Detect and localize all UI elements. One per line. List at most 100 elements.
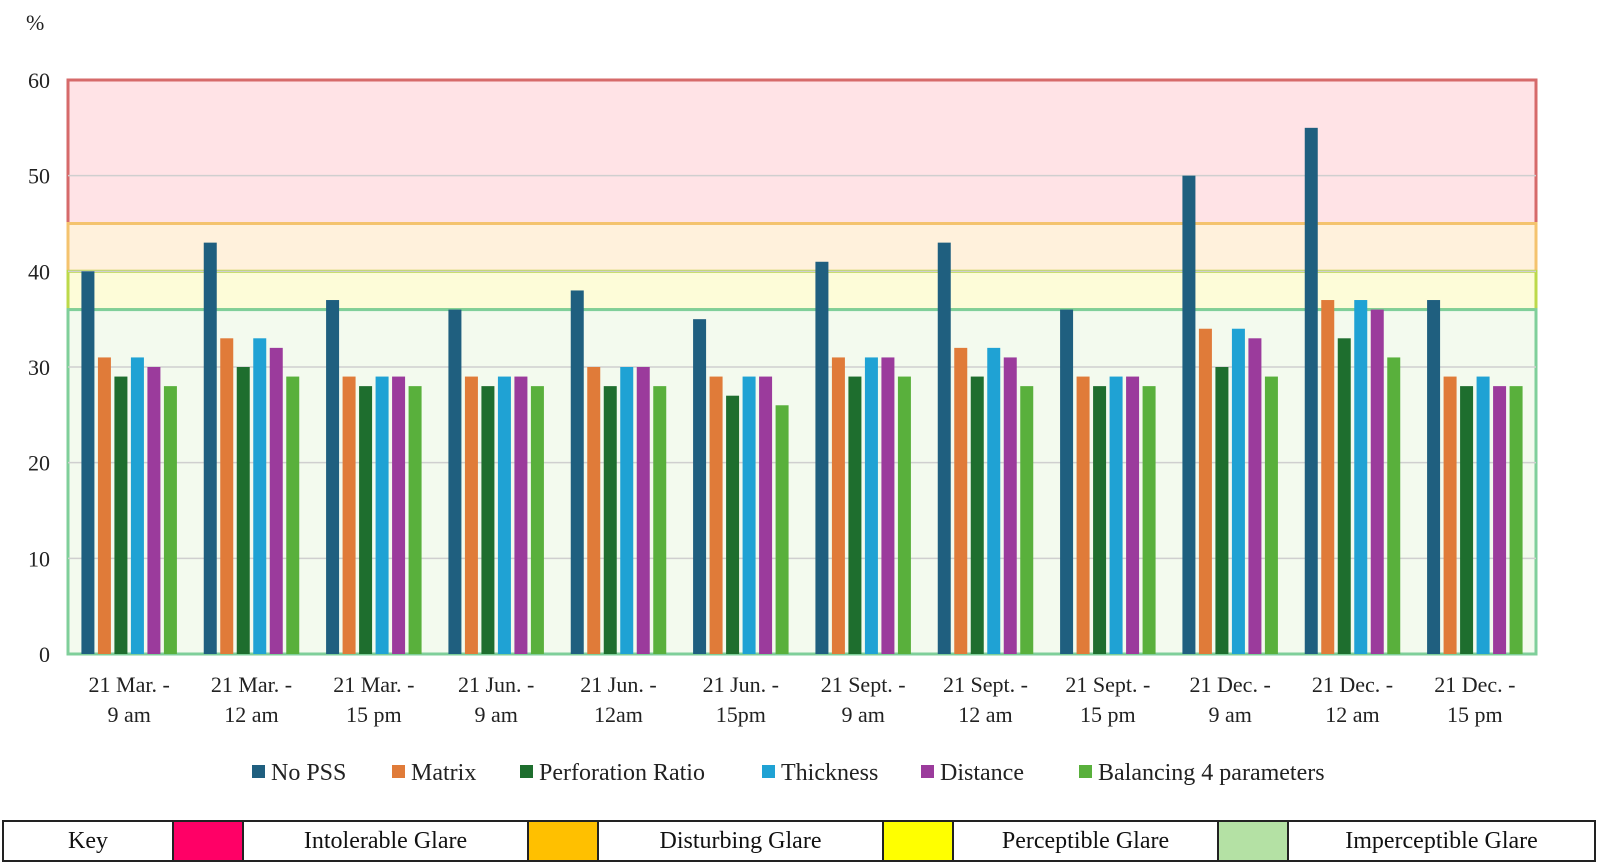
bars xyxy=(81,127,1523,655)
bar-series-5-cat-8 xyxy=(1142,386,1156,654)
bar-series-1-cat-3 xyxy=(464,376,478,654)
legend-swatch xyxy=(762,765,775,778)
y-tick-label: 20 xyxy=(28,451,50,476)
bar-series-3-cat-7 xyxy=(987,347,1001,654)
bar-series-2-cat-6 xyxy=(848,376,862,654)
bar-series-1-cat-7 xyxy=(954,347,968,654)
legend-swatch xyxy=(1079,765,1092,778)
gridlines xyxy=(68,174,1536,560)
bar-series-0-cat-4 xyxy=(570,290,584,654)
bar-series-5-cat-0 xyxy=(163,386,177,654)
x-category-label: 21 Dec. -9 am xyxy=(1190,672,1271,727)
legend-label: Matrix xyxy=(411,760,476,786)
glare-bar-chart: % 0 10 20 30 40 50 60 21 Mar. -9 am 21 Mar. -12… xyxy=(26,10,1538,786)
bar-series-5-cat-4 xyxy=(653,386,667,654)
bar-series-3-cat-2 xyxy=(375,376,389,654)
y-axis-unit-label: % xyxy=(26,10,44,35)
bar-series-0-cat-10 xyxy=(1304,127,1318,655)
bar-series-1-cat-6 xyxy=(831,357,845,654)
bar-series-5-cat-10 xyxy=(1387,357,1401,654)
key-swatch-intolerable xyxy=(172,820,244,862)
key-row: Key Intolerable Glare Disturbing Glare P… xyxy=(2,820,1596,862)
key-swatch-perceptible xyxy=(882,820,954,862)
bar-series-1-cat-2 xyxy=(342,376,356,654)
key-text-perceptible: Perceptible Glare xyxy=(952,820,1219,862)
bar-series-5-cat-11 xyxy=(1509,386,1523,654)
bar-series-2-cat-11 xyxy=(1460,386,1474,654)
y-tick-label: 30 xyxy=(28,355,50,380)
x-category-label: 21 Dec. -15 pm xyxy=(1434,672,1515,727)
y-tick-label: 50 xyxy=(28,164,50,189)
bar-series-0-cat-8 xyxy=(1060,309,1074,654)
bar-series-1-cat-1 xyxy=(220,338,234,654)
x-category-label: 21 Mar. -15 pm xyxy=(333,672,414,727)
bar-series-4-cat-2 xyxy=(392,376,406,654)
bar-series-1-cat-5 xyxy=(709,376,723,654)
bar-series-0-cat-2 xyxy=(326,300,340,654)
bar-series-4-cat-0 xyxy=(147,367,161,654)
bar-series-1-cat-11 xyxy=(1443,376,1457,654)
bar-series-4-cat-6 xyxy=(881,357,895,654)
bar-series-0-cat-3 xyxy=(448,309,462,654)
legend-label: Distance xyxy=(940,760,1024,786)
bar-series-3-cat-6 xyxy=(864,357,878,654)
legend-swatch xyxy=(252,765,265,778)
bar-series-4-cat-5 xyxy=(759,376,773,654)
y-tick-label: 40 xyxy=(28,259,50,284)
x-category-label: 21 Mar. -12 am xyxy=(211,672,292,727)
bar-series-0-cat-7 xyxy=(937,242,951,654)
bar-series-2-cat-8 xyxy=(1093,386,1107,654)
y-tick-label: 0 xyxy=(39,642,50,667)
legend-label: No PSS xyxy=(271,760,346,786)
y-axis-ticks: 0 10 20 30 40 50 60 xyxy=(28,68,50,667)
bar-series-2-cat-1 xyxy=(236,367,250,654)
bar-series-5-cat-7 xyxy=(1020,386,1034,654)
x-axis-category-labels: 21 Mar. -9 am 21 Mar. -12 am 21 Mar. -15 p… xyxy=(89,672,1516,727)
x-category-label: 21 Dec. -12 am xyxy=(1312,672,1393,727)
key-label: Key xyxy=(2,820,174,862)
key-text-imperceptible: Imperceptible Glare xyxy=(1287,820,1596,862)
x-category-label: 21 Sept. -12 am xyxy=(943,672,1028,727)
bar-series-1-cat-8 xyxy=(1076,376,1090,654)
bar-series-4-cat-9 xyxy=(1248,338,1262,654)
bar-series-5-cat-3 xyxy=(530,386,544,654)
y-tick-label: 10 xyxy=(28,546,50,571)
bar-series-1-cat-10 xyxy=(1321,300,1335,654)
bar-series-3-cat-8 xyxy=(1109,376,1123,654)
legend: No PSS Matrix Perforation Ratio Thickness Di… xyxy=(252,760,1325,786)
bar-series-2-cat-9 xyxy=(1215,367,1229,654)
bar-series-2-cat-2 xyxy=(359,386,373,654)
bar-series-3-cat-11 xyxy=(1476,376,1490,654)
bar-series-2-cat-7 xyxy=(970,376,984,654)
bar-series-2-cat-0 xyxy=(114,376,128,654)
bar-series-5-cat-1 xyxy=(286,376,300,654)
x-category-label: 21 Jun. -15pm xyxy=(703,672,779,727)
bar-series-3-cat-5 xyxy=(742,376,756,654)
bar-series-4-cat-7 xyxy=(1003,357,1017,654)
bar-series-2-cat-3 xyxy=(481,386,495,654)
legend-label: Perforation Ratio xyxy=(539,760,705,786)
bar-series-1-cat-0 xyxy=(97,357,111,654)
bar-series-3-cat-4 xyxy=(620,367,634,654)
glare-key-table: Key Intolerable Glare Disturbing Glare P… xyxy=(2,820,1596,862)
x-category-label: 21 Sept. -15 pm xyxy=(1065,672,1150,727)
bar-series-4-cat-10 xyxy=(1370,309,1384,654)
key-text-intolerable: Intolerable Glare xyxy=(242,820,529,862)
bar-series-3-cat-0 xyxy=(130,357,144,654)
bar-series-3-cat-10 xyxy=(1354,300,1368,654)
x-category-label: 21 Jun. -12am xyxy=(580,672,656,727)
legend-swatch xyxy=(392,765,405,778)
bar-series-5-cat-2 xyxy=(408,386,422,654)
bar-series-0-cat-1 xyxy=(203,242,217,654)
key-swatch-imperceptible xyxy=(1217,820,1289,862)
bar-series-4-cat-1 xyxy=(269,347,283,654)
glare-zone-0 xyxy=(66,78,1538,225)
bar-series-1-cat-4 xyxy=(587,367,601,654)
bar-series-0-cat-5 xyxy=(693,319,707,654)
bar-series-5-cat-9 xyxy=(1264,376,1278,654)
bar-series-5-cat-6 xyxy=(897,376,911,654)
bar-series-3-cat-9 xyxy=(1231,328,1245,654)
x-category-label: 21 Jun. -9 am xyxy=(458,672,534,727)
glare-zone-1 xyxy=(66,222,1538,273)
x-category-label: 21 Sept. -9 am xyxy=(821,672,906,727)
